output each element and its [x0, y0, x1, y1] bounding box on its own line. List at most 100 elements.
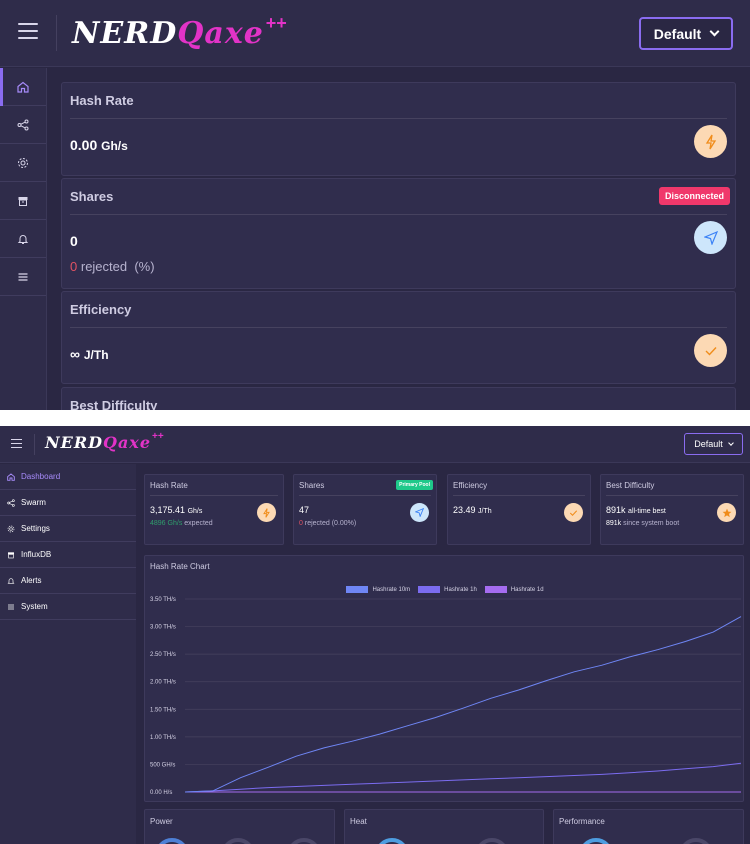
- card-title: Best Difficulty: [70, 388, 727, 410]
- hamburger-menu-icon[interactable]: [11, 439, 22, 448]
- y-tick-label: 2.50 TH/s: [150, 652, 176, 658]
- sidebar-item-label: Swarm: [21, 498, 46, 507]
- best-difficulty-card: Best Difficulty 891k all-time best 891k …: [600, 474, 744, 545]
- hashrate-card: Hash Rate 0.00 Gh/s: [61, 82, 736, 176]
- shares-rejected: 0 rejected (%): [70, 259, 735, 274]
- sidebar-item-influxdb[interactable]: InfluxDB: [0, 542, 136, 568]
- sidebar-item-settings[interactable]: Settings: [0, 516, 136, 542]
- hashrate-value: 0.00 Gh/s: [70, 137, 735, 153]
- menu-icon: [18, 272, 28, 281]
- card-title: Performance: [559, 817, 605, 826]
- y-tick-label: 3.50 TH/s: [150, 597, 176, 603]
- pool-select-value: Default: [653, 25, 702, 42]
- best-difficulty-alltime: 891k all-time best: [606, 505, 743, 515]
- best-difficulty-card: Best Difficulty: [61, 387, 736, 410]
- card-title: Hash Rate: [70, 83, 727, 119]
- menu-icon: [8, 604, 14, 609]
- chevron-down-icon: [709, 26, 720, 37]
- hashrate-value: 3,175.41 Gh/s: [150, 505, 283, 515]
- sidebar-collapsed: [0, 68, 47, 410]
- header-divider: [56, 15, 57, 51]
- expected-unit: Gh/s: [167, 520, 183, 527]
- sidebar-item-swarm[interactable]: [0, 106, 46, 144]
- pool-select-dropdown[interactable]: Default: [639, 17, 733, 50]
- efficiency-unit: J/Th: [478, 508, 492, 515]
- boot-difficulty-value: 891k: [606, 520, 622, 527]
- pool-select-dropdown[interactable]: Default: [684, 433, 743, 455]
- logo-plus: ++: [265, 13, 287, 33]
- home-icon: [7, 472, 15, 481]
- y-tick-label: 3.00 TH/s: [150, 625, 176, 631]
- sidebar-item-settings[interactable]: [0, 144, 46, 182]
- card-title: Efficiency: [70, 292, 727, 328]
- sidebar-item-label: Dashboard: [21, 472, 61, 481]
- rejected-label: rejected: [304, 520, 330, 527]
- sidebar-item-alerts[interactable]: [0, 220, 46, 258]
- best-difficulty-boot: 891k since system boot: [606, 520, 743, 527]
- performance-gauge: [579, 838, 613, 844]
- app-logo: NERD Qaxe ++: [72, 14, 287, 54]
- sidebar-item-label: System: [21, 602, 48, 611]
- legend-swatch: [484, 586, 507, 593]
- efficiency-card: Efficiency ∞ J/Th: [61, 291, 736, 384]
- efficiency-card: Efficiency 23.49 J/Th: [447, 474, 591, 545]
- rejected-label: rejected: [80, 259, 128, 274]
- rejected-percent: (0.00%): [331, 520, 357, 527]
- card-title: Hash Rate: [150, 475, 278, 496]
- efficiency-number: ∞: [70, 346, 80, 362]
- series-line-1h: [184, 762, 742, 793]
- sidebar-item-swarm[interactable]: Swarm: [0, 490, 136, 516]
- power-gauge-2: [221, 838, 255, 844]
- heat-gauge-2: [475, 838, 509, 844]
- series-line-10m: [184, 616, 742, 793]
- chevron-down-icon: [727, 440, 734, 446]
- bell-icon: [7, 577, 15, 584]
- logo-plus: ++: [152, 431, 164, 442]
- sidebar-item-influxdb[interactable]: [0, 182, 46, 220]
- power-gauge: [155, 838, 189, 844]
- sidebar-item-system[interactable]: [0, 258, 46, 296]
- efficiency-value: 23.49 J/Th: [453, 505, 590, 515]
- sidebar-item-dashboard[interactable]: Dashboard: [0, 464, 136, 490]
- hashrate-unit: Gh/s: [101, 139, 128, 153]
- logo-text-nerd: NERD: [72, 16, 178, 51]
- chart-legend: Hashrate 10m Hashrate 1h Hashrate 1d: [145, 586, 745, 593]
- hashrate-card: Hash Rate 3,175.41 Gh/s 4896 Gh/s expect…: [144, 474, 284, 545]
- y-tick-label: 1.50 TH/s: [150, 707, 176, 713]
- y-tick-label: 1.00 TH/s: [150, 735, 176, 741]
- archive-icon: [8, 551, 14, 558]
- legend-item-1d[interactable]: Hashrate 1d: [484, 586, 544, 593]
- hashrate-unit: Gh/s: [187, 508, 203, 515]
- power-gauge-3: [287, 838, 321, 844]
- expected-value: 4896: [150, 520, 166, 527]
- bell-icon: [17, 234, 29, 244]
- y-tick-label: 500 GH/s: [150, 762, 175, 768]
- disconnected-badge: Disconnected: [658, 187, 730, 205]
- card-title: Shares: [299, 475, 431, 496]
- card-title: Power: [150, 817, 173, 826]
- mobile-view: NERD Qaxe ++ Default Hash Rate 0.00 Gh/s: [0, 0, 750, 410]
- logo-text-qaxe: Qaxe: [177, 16, 264, 51]
- card-title: Best Difficulty: [606, 475, 738, 496]
- gear-icon: [18, 157, 28, 168]
- rejected-percent: (%): [134, 259, 155, 274]
- sidebar-item-alerts[interactable]: Alerts: [0, 568, 136, 594]
- heat-gauge: [375, 838, 409, 844]
- hamburger-menu-icon[interactable]: [18, 23, 38, 39]
- top-bar: NERD Qaxe ++ Default: [0, 426, 750, 463]
- top-bar: NERD Qaxe ++ Default: [0, 0, 750, 67]
- legend-item-10m[interactable]: Hashrate 10m: [346, 586, 410, 593]
- home-icon: [17, 81, 29, 93]
- card-title: Efficiency: [453, 475, 585, 496]
- send-icon: [410, 503, 429, 522]
- performance-gauge-2: [679, 838, 713, 844]
- legend-item-1h[interactable]: Hashrate 1h: [418, 586, 477, 593]
- best-difficulty-value: 891k: [606, 505, 626, 515]
- boot-difficulty-label: since system boot: [623, 520, 680, 527]
- logo-text-qaxe: Qaxe: [103, 433, 152, 452]
- hashrate-number: 3,175.41: [150, 505, 186, 515]
- share-icon: [7, 498, 15, 507]
- sidebar-item-system[interactable]: System: [0, 594, 136, 620]
- sidebar-item-dashboard[interactable]: [0, 68, 46, 106]
- shares-value: 47: [299, 505, 310, 515]
